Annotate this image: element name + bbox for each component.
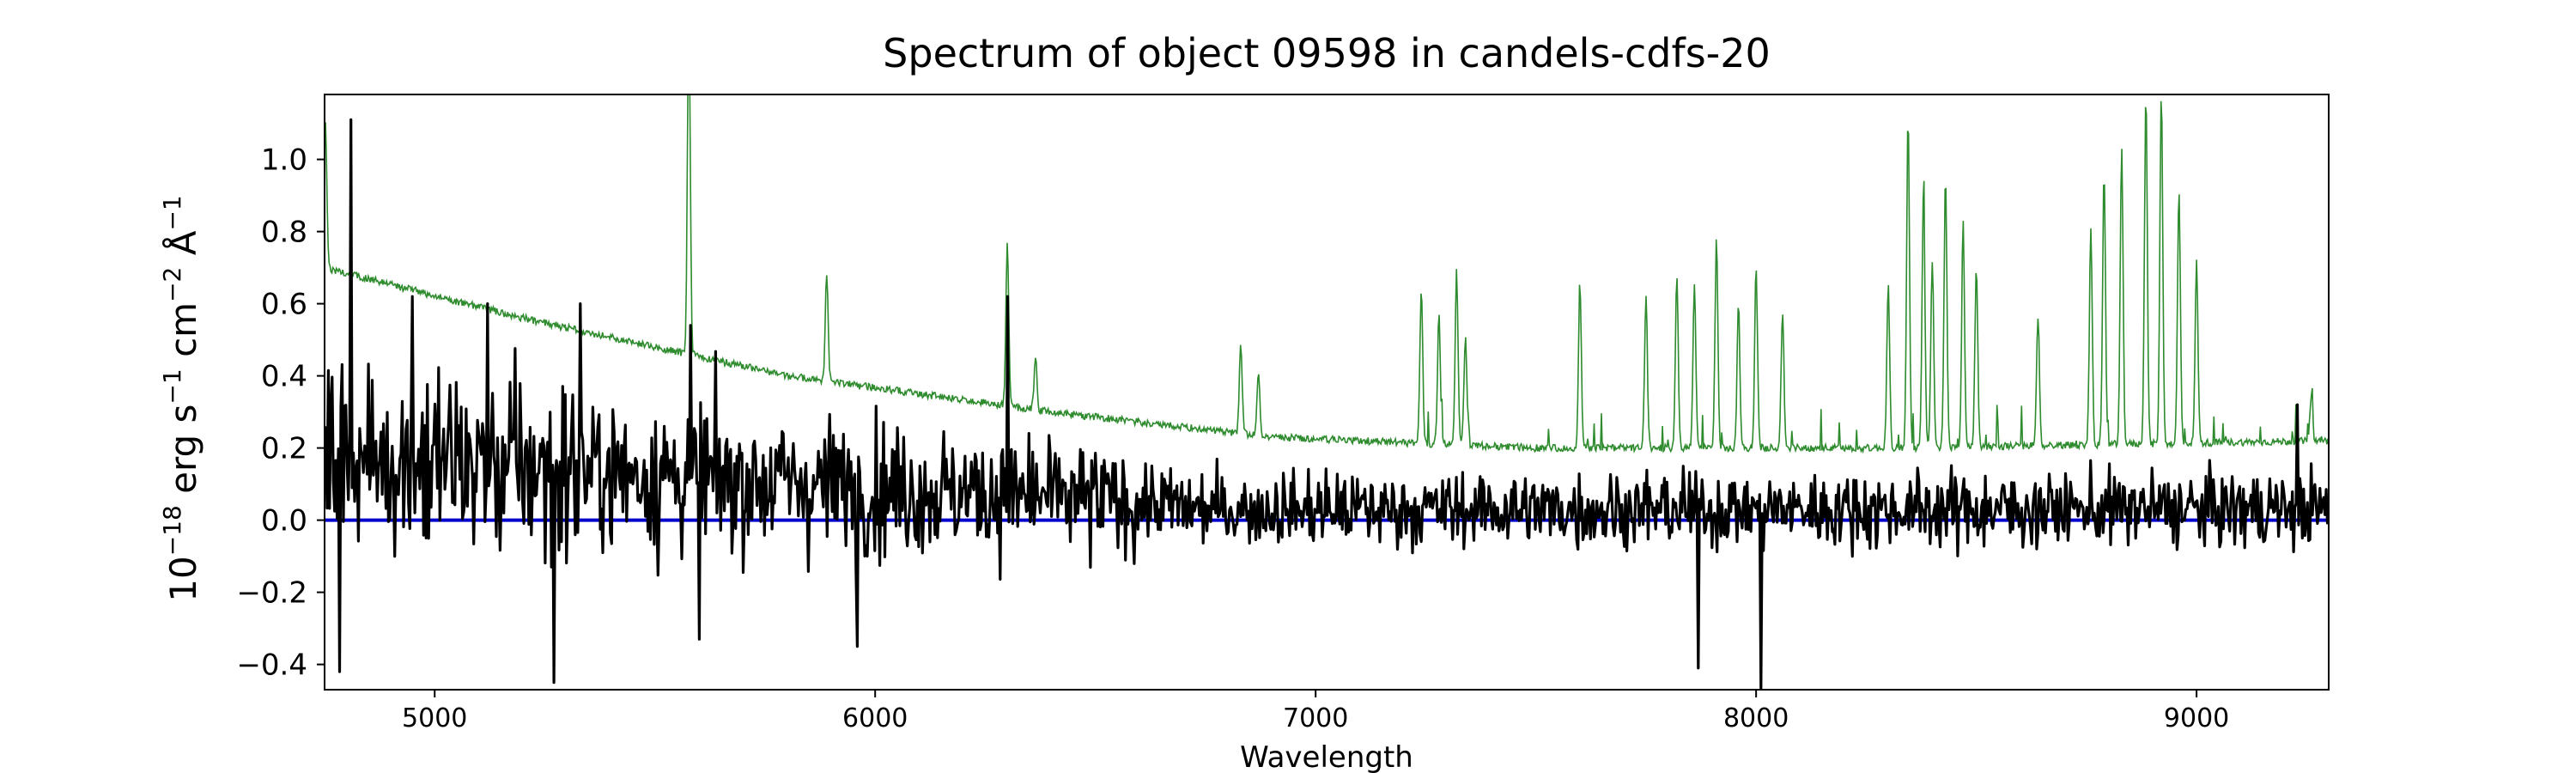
plot-area: [325, 94, 2329, 690]
error-spectrum-line: [325, 94, 2329, 454]
ylabel-exp4: −1: [158, 195, 186, 230]
ylabel-prefix: 10: [162, 556, 204, 601]
ylabel-mid2: cm: [162, 302, 204, 368]
y-tick-label: 0.4: [261, 360, 307, 394]
ylabel-exp3: −2: [158, 267, 186, 302]
y-tick-label: 0.6: [261, 288, 307, 322]
ylabel-exp1: −18: [158, 505, 186, 556]
svg-text:10−18 erg s−1 cm−2 Å−1: 10−18 erg s−1 cm−2 Å−1: [158, 195, 204, 601]
y-tick-label: 0.0: [261, 504, 307, 539]
chart-title: Spectrum of object 09598 in candels-cdfs…: [883, 30, 1771, 76]
spectrum-line: [325, 118, 2329, 690]
y-tick-label: 1.0: [261, 143, 307, 178]
plot-frame: [324, 94, 2330, 691]
ylabel-exp2: −1: [158, 368, 186, 404]
y-tick-label: 0.8: [261, 216, 307, 250]
y-axis-label: 10−18 erg s−1 cm−2 Å−1: [158, 195, 204, 601]
y-tick-label: 0.2: [261, 432, 307, 466]
ylabel-mid3: Å: [161, 230, 204, 266]
x-tick-label: 7000: [1283, 703, 1348, 733]
y-tick-label: −0.2: [236, 576, 307, 611]
x-tick-label: 9000: [2164, 703, 2229, 733]
x-axis-label: Wavelength: [1240, 740, 1413, 773]
x-tick-label: 5000: [402, 703, 467, 733]
ylabel-mid1: erg s: [162, 405, 204, 506]
y-tick-label: −0.4: [236, 648, 307, 683]
x-tick-label: 6000: [842, 703, 908, 733]
x-tick-label: 8000: [1723, 703, 1789, 733]
